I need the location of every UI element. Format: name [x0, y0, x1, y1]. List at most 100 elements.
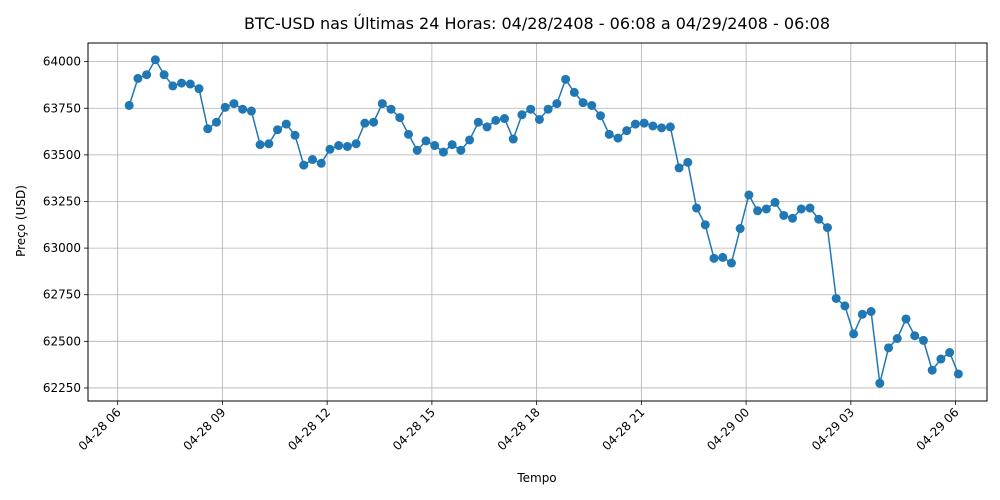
data-point — [884, 343, 894, 353]
y-tick-label: 63000 — [43, 241, 81, 255]
x-axis-label: Tempo — [516, 471, 556, 485]
y-tick-label: 63750 — [43, 101, 81, 115]
data-point — [534, 114, 544, 124]
data-point — [211, 117, 221, 127]
data-point — [569, 87, 579, 97]
data-point — [814, 214, 824, 224]
data-point — [517, 110, 527, 120]
data-point — [456, 145, 466, 155]
data-point — [438, 147, 448, 157]
data-point — [744, 190, 754, 200]
data-point — [561, 74, 571, 84]
data-point — [735, 224, 745, 234]
data-point — [927, 365, 937, 375]
data-point — [709, 253, 719, 263]
data-point — [648, 121, 658, 131]
data-point — [316, 158, 326, 168]
y-tick-label: 62250 — [43, 381, 81, 395]
data-point — [945, 348, 955, 358]
data-point — [508, 134, 518, 144]
data-point — [692, 203, 702, 213]
data-point — [325, 144, 335, 154]
data-point — [124, 100, 134, 110]
data-point — [875, 378, 885, 388]
data-point — [264, 139, 274, 149]
data-point — [857, 309, 867, 319]
data-point — [133, 73, 143, 83]
data-point — [630, 119, 640, 129]
y-tick-label: 62500 — [43, 334, 81, 348]
data-point — [866, 307, 876, 316]
data-point — [805, 203, 815, 213]
data-point — [281, 119, 291, 129]
data-point — [910, 331, 920, 341]
data-point — [491, 115, 501, 125]
data-point — [369, 117, 379, 127]
y-axis-label: Preço (USD) — [14, 185, 28, 257]
data-point — [351, 139, 361, 149]
data-point — [726, 258, 736, 268]
data-point — [936, 354, 946, 364]
data-point — [142, 70, 152, 80]
data-point — [342, 141, 352, 151]
data-point — [831, 293, 841, 303]
data-point — [185, 79, 195, 89]
data-point — [587, 100, 597, 110]
y-axis: 62250 62500 62750 63000 63250 63500 63750 64000 — [43, 55, 88, 395]
grid — [88, 43, 987, 401]
data-point — [168, 81, 178, 91]
data-point — [822, 223, 832, 233]
data-point — [840, 301, 850, 311]
series-layer — [124, 55, 963, 388]
data-point — [177, 78, 187, 88]
data-point — [718, 252, 728, 262]
data-point — [255, 140, 265, 150]
y-tick-label: 63250 — [43, 194, 81, 208]
data-point — [788, 213, 798, 223]
data-point — [377, 99, 387, 109]
data-point — [203, 124, 213, 134]
data-point — [526, 104, 536, 114]
data-point — [953, 369, 963, 379]
data-point — [578, 98, 588, 108]
data-point — [194, 84, 204, 94]
data-point — [892, 334, 902, 344]
data-point — [482, 122, 492, 132]
data-point — [229, 99, 239, 109]
y-tick-label: 64000 — [43, 55, 81, 69]
data-point — [290, 130, 300, 140]
data-point — [246, 106, 256, 116]
data-point — [770, 197, 780, 207]
data-point — [674, 163, 684, 173]
data-point — [613, 133, 623, 143]
data-point — [700, 220, 710, 230]
data-point — [360, 118, 370, 128]
data-point — [220, 102, 230, 112]
data-point — [404, 129, 413, 139]
data-point — [421, 136, 431, 146]
data-point — [238, 104, 248, 114]
y-tick-label: 63500 — [43, 148, 81, 162]
data-point — [604, 129, 614, 139]
data-point — [465, 135, 475, 145]
data-point — [473, 117, 483, 127]
data-point — [447, 140, 457, 150]
data-point — [657, 123, 667, 133]
chart-title: BTC-USD nas Últimas 24 Horas: 04/28/2408… — [244, 14, 830, 33]
data-point — [299, 160, 309, 170]
data-point — [150, 55, 160, 65]
data-point — [430, 141, 440, 151]
data-point — [412, 145, 422, 155]
data-point — [386, 104, 396, 114]
y-tick-label: 62750 — [43, 288, 81, 302]
data-point — [552, 99, 562, 109]
data-point — [596, 111, 606, 121]
data-point — [849, 329, 859, 339]
data-point — [683, 157, 693, 167]
data-point — [639, 118, 649, 128]
data-point — [543, 104, 553, 114]
data-point — [665, 122, 675, 132]
data-point — [622, 126, 632, 136]
